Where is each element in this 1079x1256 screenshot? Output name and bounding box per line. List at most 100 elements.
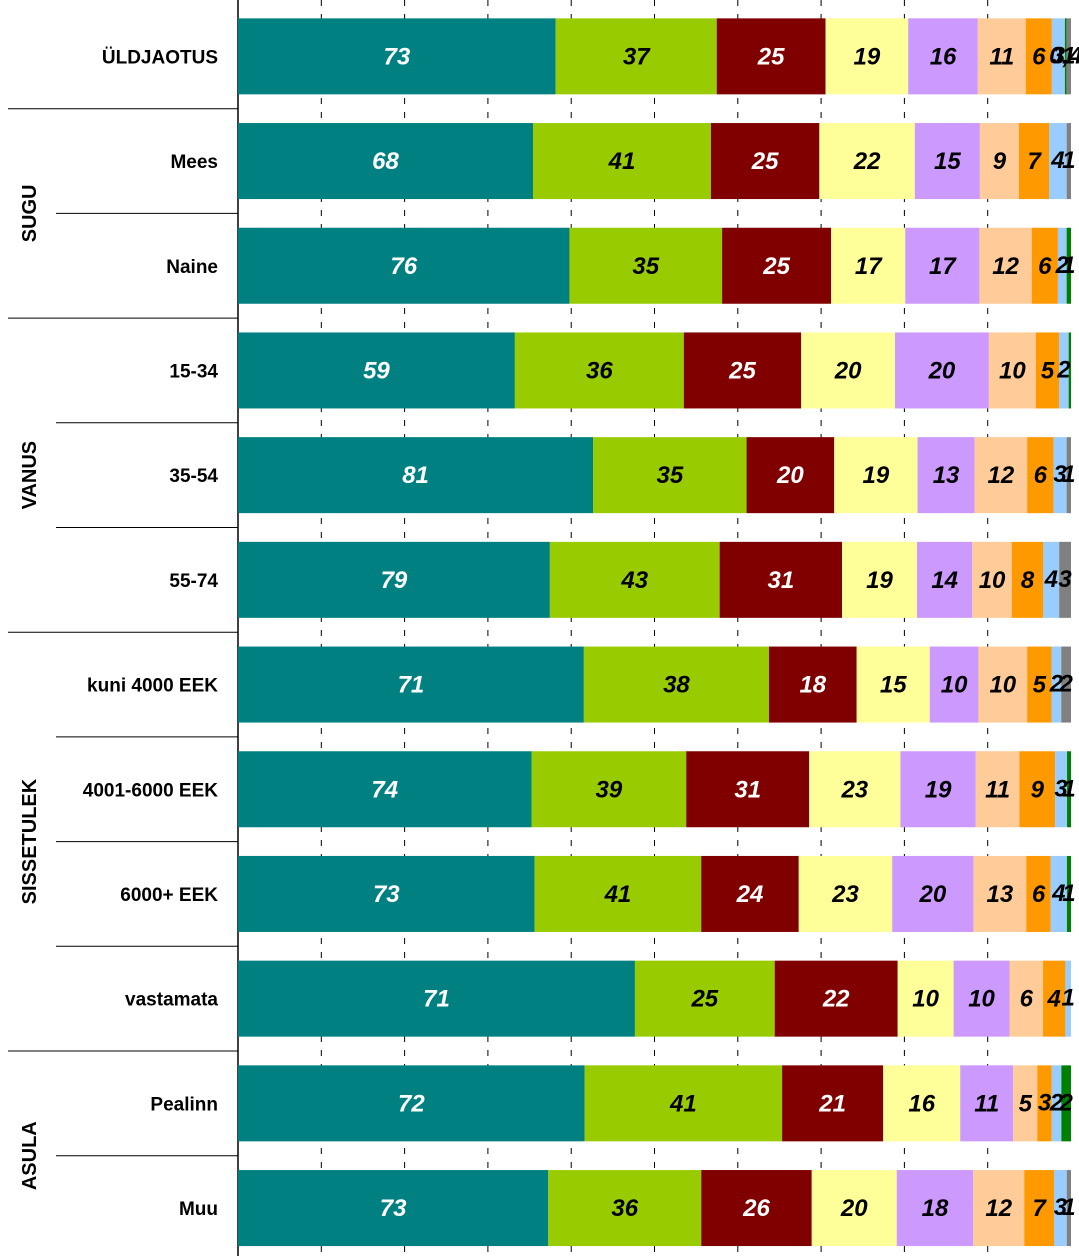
row-label: ÜLDJAOTUS (102, 47, 218, 68)
data-label: 3 (1052, 42, 1066, 69)
bar-segment (979, 227, 1032, 304)
bar-segment (569, 227, 723, 304)
bar-segment (238, 1065, 585, 1142)
bar-segment (1064, 18, 1067, 95)
bar-segment (1043, 541, 1060, 618)
bar-segment (1051, 646, 1062, 723)
bar-segment (683, 332, 802, 409)
bar-segment (534, 855, 702, 932)
data-label: 4 (1044, 566, 1058, 593)
data-label: 14 (931, 567, 958, 594)
bar-segment (1066, 123, 1071, 200)
data-label: 1 (1062, 461, 1075, 488)
data-label: 68 (372, 148, 399, 175)
data-label: 81 (402, 462, 429, 489)
data-label: 1 (1062, 1194, 1075, 1221)
bar-segment (1054, 1170, 1067, 1247)
data-label: 3 (1058, 566, 1072, 593)
bar-segment (988, 332, 1036, 409)
data-label: 1 (1062, 147, 1075, 174)
data-label: 24 (736, 881, 764, 908)
bar-segment (831, 227, 906, 304)
data-label: 1 (1062, 252, 1075, 279)
data-label: 19 (863, 462, 890, 489)
bar-segment (973, 855, 1027, 932)
data-label: 25 (728, 357, 756, 384)
bar-segment (1019, 751, 1056, 828)
data-label: 10 (989, 672, 1016, 699)
bar-segment (1051, 1065, 1062, 1142)
data-label: 18 (922, 1195, 949, 1222)
bar-segment (960, 1065, 1014, 1142)
bar-segment (842, 541, 918, 618)
data-label: 2 (1049, 671, 1064, 698)
data-label: 5 (1041, 357, 1055, 384)
bar-segment (1024, 1170, 1054, 1247)
row-label: Naine (166, 257, 218, 278)
bar-segment (979, 123, 1019, 200)
data-label: 1 (1062, 775, 1075, 802)
data-label: 3 (1054, 1194, 1068, 1221)
bar-segment (914, 123, 980, 200)
data-label: 3 (1038, 1089, 1052, 1116)
row-label: Mees (170, 152, 218, 173)
data-label: 23 (840, 776, 868, 803)
bar-segment (1059, 332, 1069, 409)
bar-segment (1061, 646, 1071, 723)
bar-segment (1051, 18, 1065, 95)
data-label: 41 (669, 1090, 697, 1117)
data-label: 8 (1021, 567, 1035, 594)
bar-segment (1025, 18, 1052, 95)
row-label: 4001-6000 EEK (83, 780, 218, 801)
bar-segment (1055, 751, 1068, 828)
data-label: 25 (757, 43, 785, 70)
bar-segment (1065, 960, 1071, 1037)
bar-segment (774, 960, 898, 1037)
row-label: Muu (179, 1199, 218, 1220)
bar-segment (1026, 855, 1051, 932)
data-label: 22 (853, 148, 881, 175)
bar-segment (1066, 1170, 1071, 1247)
bar-segment (1027, 437, 1054, 514)
data-label: 25 (690, 986, 718, 1013)
data-label: 2 (1056, 356, 1071, 383)
data-label: 74 (371, 776, 398, 803)
data-label: 36 (586, 357, 613, 384)
bar-segment (1050, 855, 1067, 932)
data-label: 15 (934, 148, 961, 175)
data-label: 7 (1027, 148, 1042, 175)
data-label: 4 (1050, 147, 1064, 174)
bar-segment (555, 18, 717, 95)
data-label: 72 (398, 1090, 425, 1117)
data-label: 36 (611, 1195, 638, 1222)
data-label: 16 (908, 1090, 935, 1117)
data-label: 3 (1053, 461, 1067, 488)
row-label: 6000+ EEK (120, 885, 218, 906)
data-label: 4 (1051, 880, 1065, 907)
data-label: 76 (390, 253, 417, 280)
data-label: 41 (608, 148, 636, 175)
bar-segment (1053, 437, 1067, 514)
data-label: 2 (1049, 1089, 1064, 1116)
bar-segment (583, 646, 769, 723)
data-label: 38 (663, 672, 690, 699)
bar-segment (634, 960, 775, 1037)
bar-segment (782, 1065, 884, 1142)
bar-segment (1049, 123, 1067, 200)
bar-segment (719, 541, 843, 618)
data-label: 10 (912, 986, 939, 1013)
bar-segment (238, 332, 515, 409)
row-label: vastamata (125, 990, 218, 1011)
data-label: 20 (928, 357, 956, 384)
row-label: 35-54 (169, 466, 218, 487)
data-label: 41 (604, 881, 632, 908)
bar-segment (1009, 960, 1044, 1037)
bar-segment (238, 437, 594, 514)
bar-segment (238, 1170, 549, 1247)
bar-segment (1057, 227, 1067, 304)
bar-segment (533, 123, 711, 200)
data-label: 73 (373, 881, 400, 908)
data-label: 7 (1032, 1195, 1047, 1222)
data-label: 13 (987, 881, 1014, 908)
